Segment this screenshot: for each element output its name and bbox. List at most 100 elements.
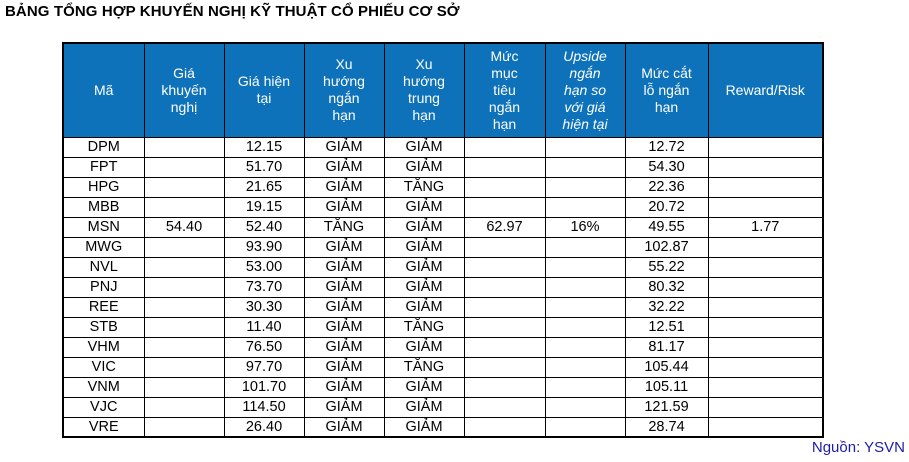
cell-medium-term-trend: TĂNG	[383, 356, 465, 378]
cell-current-price: 114.50	[223, 396, 305, 418]
cell-short-term-trend: GIẢM	[303, 156, 385, 178]
cell-upside-vs-current	[544, 336, 626, 358]
cell-current-price: 73.70	[223, 276, 305, 298]
cell-current-price: 26.40	[223, 416, 305, 438]
cell-medium-term-trend: GIẢM	[383, 136, 465, 158]
cell-medium-term-trend: GIẢM	[383, 336, 465, 358]
table-row-MBB: MBB 19.15 GIẢM GIẢM 20.72	[62, 196, 824, 218]
cell-upside-vs-current	[544, 156, 626, 178]
cell-short-term-target	[463, 276, 546, 298]
cell-recommended-price	[143, 136, 225, 158]
cell-reward-risk	[707, 276, 824, 298]
cell-ticker: VJC	[62, 396, 145, 418]
cell-reward-risk	[707, 396, 824, 418]
cell-upside-vs-current	[544, 356, 626, 378]
cell-medium-term-trend: TĂNG	[383, 176, 465, 198]
table-header: Mã Giá khuyến nghị Giá hiện tại Xu hướng ng…	[62, 42, 824, 138]
table-row-VNM: VNM 101.70 GIẢM GIẢM 105.11	[62, 376, 824, 398]
table-row-FPT: FPT 51.70 GIẢM GIẢM 54.30	[62, 156, 824, 178]
cell-stop-loss: 105.11	[624, 376, 709, 398]
cell-current-price: 30.30	[223, 296, 305, 318]
cell-reward-risk	[707, 236, 824, 258]
cell-short-term-trend: GIẢM	[303, 336, 385, 358]
cell-upside-vs-current	[544, 136, 626, 158]
column-header-short-term-trend: Xu hướng ngắn hạn	[303, 42, 385, 138]
cell-short-term-trend: GIẢM	[303, 356, 385, 378]
cell-short-term-target	[463, 336, 546, 358]
cell-short-term-trend: GIẢM	[303, 296, 385, 318]
cell-short-term-target	[463, 356, 546, 378]
cell-current-price: 12.15	[223, 136, 305, 158]
cell-short-term-trend: GIẢM	[303, 256, 385, 278]
cell-ticker: HPG	[62, 176, 145, 198]
cell-stop-loss: 49.55	[624, 216, 709, 238]
cell-short-term-trend: GIẢM	[303, 196, 385, 218]
cell-recommended-price	[143, 396, 225, 418]
cell-ticker: FPT	[62, 156, 145, 178]
cell-ticker: MSN	[62, 216, 145, 238]
cell-upside-vs-current: 16%	[544, 216, 626, 238]
cell-reward-risk: 1.77	[707, 216, 824, 238]
cell-reward-risk	[707, 296, 824, 318]
cell-current-price: 11.40	[223, 316, 305, 338]
column-header-reward-risk: Reward/Risk	[707, 42, 824, 138]
cell-recommended-price	[143, 316, 225, 338]
table-row-NVL: NVL 53.00 GIẢM GIẢM 55.22	[62, 256, 824, 278]
cell-short-term-target	[463, 256, 546, 278]
column-header-current-price: Giá hiện tại	[223, 42, 305, 138]
table-row-VIC: VIC 97.70 GIẢM TĂNG 105.44	[62, 356, 824, 378]
cell-short-term-target	[463, 196, 546, 218]
cell-current-price: 52.40	[223, 216, 305, 238]
cell-short-term-target	[463, 156, 546, 178]
cell-recommended-price	[143, 356, 225, 378]
cell-upside-vs-current	[544, 396, 626, 418]
cell-upside-vs-current	[544, 236, 626, 258]
cell-recommended-price: 54.40	[143, 216, 225, 238]
cell-stop-loss: 12.51	[624, 316, 709, 338]
cell-reward-risk	[707, 376, 824, 398]
table-body: DPM 12.15 GIẢM GIẢM 12.72 FPT 51.70 GIẢM GIẢM 54.…	[62, 136, 824, 438]
cell-ticker: REE	[62, 296, 145, 318]
table-row-DPM: DPM 12.15 GIẢM GIẢM 12.72	[62, 136, 824, 158]
cell-ticker: VNM	[62, 376, 145, 398]
cell-ticker: STB	[62, 316, 145, 338]
cell-reward-risk	[707, 416, 824, 438]
cell-short-term-trend: GIẢM	[303, 396, 385, 418]
cell-recommended-price	[143, 416, 225, 438]
cell-upside-vs-current	[544, 296, 626, 318]
cell-short-term-trend: GIẢM	[303, 416, 385, 438]
cell-short-term-target	[463, 376, 546, 398]
cell-ticker: MWG	[62, 236, 145, 258]
cell-recommended-price	[143, 176, 225, 198]
cell-recommended-price	[143, 296, 225, 318]
cell-stop-loss: 102.87	[624, 236, 709, 258]
cell-current-price: 53.00	[223, 256, 305, 278]
cell-short-term-target	[463, 416, 546, 438]
cell-current-price: 21.65	[223, 176, 305, 198]
column-header-upside-vs-current: Upside ngắn hạn so với giá hiện tại	[544, 42, 626, 138]
table-row-MSN: MSN 54.40 52.40 TĂNG GIẢM 62.97 16% 49.55 1.77	[62, 216, 824, 238]
cell-short-term-trend: GIẢM	[303, 276, 385, 298]
cell-recommended-price	[143, 276, 225, 298]
cell-recommended-price	[143, 156, 225, 178]
cell-stop-loss: 80.32	[624, 276, 709, 298]
cell-upside-vs-current	[544, 276, 626, 298]
cell-recommended-price	[143, 196, 225, 218]
column-header-medium-term-trend: Xu hướng trung hạn	[383, 42, 465, 138]
cell-short-term-target	[463, 236, 546, 258]
table-row-REE: REE 30.30 GIẢM GIẢM 32.22	[62, 296, 824, 318]
table-row-MWG: MWG 93.90 GIẢM GIẢM 102.87	[62, 236, 824, 258]
cell-recommended-price	[143, 336, 225, 358]
cell-reward-risk	[707, 316, 824, 338]
cell-ticker: PNJ	[62, 276, 145, 298]
cell-recommended-price	[143, 236, 225, 258]
cell-reward-risk	[707, 256, 824, 278]
cell-short-term-target	[463, 296, 546, 318]
table-row-HPG: HPG 21.65 GIẢM TĂNG 22.36	[62, 176, 824, 198]
cell-stop-loss: 12.72	[624, 136, 709, 158]
cell-ticker: NVL	[62, 256, 145, 278]
cell-upside-vs-current	[544, 316, 626, 338]
source-note: Nguồn: YSVN	[811, 439, 905, 456]
cell-current-price: 93.90	[223, 236, 305, 258]
cell-reward-risk	[707, 156, 824, 178]
